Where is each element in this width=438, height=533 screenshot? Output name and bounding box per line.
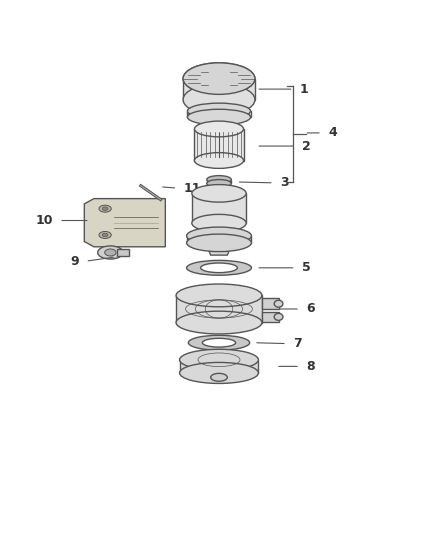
Ellipse shape xyxy=(207,175,231,183)
Polygon shape xyxy=(194,129,244,160)
Ellipse shape xyxy=(207,180,231,188)
Polygon shape xyxy=(180,360,258,373)
Text: 6: 6 xyxy=(306,303,315,316)
Ellipse shape xyxy=(194,121,244,137)
Ellipse shape xyxy=(102,207,108,211)
Ellipse shape xyxy=(187,260,251,275)
Text: 7: 7 xyxy=(293,337,302,350)
Text: 9: 9 xyxy=(71,255,79,268)
Text: 8: 8 xyxy=(306,360,315,373)
Ellipse shape xyxy=(180,349,258,370)
Polygon shape xyxy=(187,111,251,117)
Ellipse shape xyxy=(102,233,108,237)
Ellipse shape xyxy=(183,63,255,94)
Ellipse shape xyxy=(188,335,250,350)
Polygon shape xyxy=(117,248,129,256)
Ellipse shape xyxy=(176,284,262,307)
Ellipse shape xyxy=(274,313,283,320)
Polygon shape xyxy=(176,295,262,322)
Polygon shape xyxy=(262,312,279,322)
Ellipse shape xyxy=(180,362,258,383)
Ellipse shape xyxy=(201,263,237,273)
Ellipse shape xyxy=(187,103,251,119)
Ellipse shape xyxy=(99,205,111,212)
Ellipse shape xyxy=(187,109,251,125)
Ellipse shape xyxy=(274,300,283,307)
Text: 10: 10 xyxy=(35,214,53,227)
Polygon shape xyxy=(207,180,231,183)
Text: 2: 2 xyxy=(302,140,311,152)
Polygon shape xyxy=(187,236,251,243)
Ellipse shape xyxy=(99,231,111,238)
Text: 1: 1 xyxy=(300,83,308,95)
Polygon shape xyxy=(262,298,279,309)
Polygon shape xyxy=(206,243,232,255)
Text: 4: 4 xyxy=(328,126,337,140)
Ellipse shape xyxy=(194,152,244,168)
Ellipse shape xyxy=(183,84,255,115)
Ellipse shape xyxy=(183,63,255,94)
Polygon shape xyxy=(84,199,165,247)
Text: 11: 11 xyxy=(184,182,201,195)
Ellipse shape xyxy=(176,311,262,334)
Ellipse shape xyxy=(105,249,116,256)
Ellipse shape xyxy=(211,374,227,381)
Text: 3: 3 xyxy=(280,176,289,189)
Text: 5: 5 xyxy=(302,261,311,274)
Polygon shape xyxy=(192,193,246,223)
Ellipse shape xyxy=(202,338,236,347)
Ellipse shape xyxy=(187,234,251,252)
Ellipse shape xyxy=(192,184,246,202)
Ellipse shape xyxy=(98,246,123,259)
Polygon shape xyxy=(183,78,255,100)
Ellipse shape xyxy=(187,227,251,245)
Ellipse shape xyxy=(192,214,246,232)
